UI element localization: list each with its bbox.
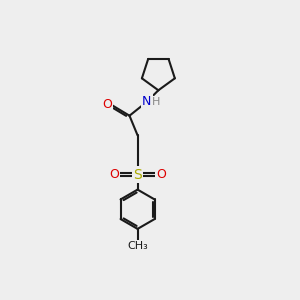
Text: CH₃: CH₃ [127,241,148,251]
Text: H: H [152,97,161,107]
Text: O: O [109,168,119,181]
Text: S: S [133,168,142,182]
Text: O: O [103,98,112,111]
Text: O: O [156,168,166,181]
Text: N: N [142,95,152,108]
